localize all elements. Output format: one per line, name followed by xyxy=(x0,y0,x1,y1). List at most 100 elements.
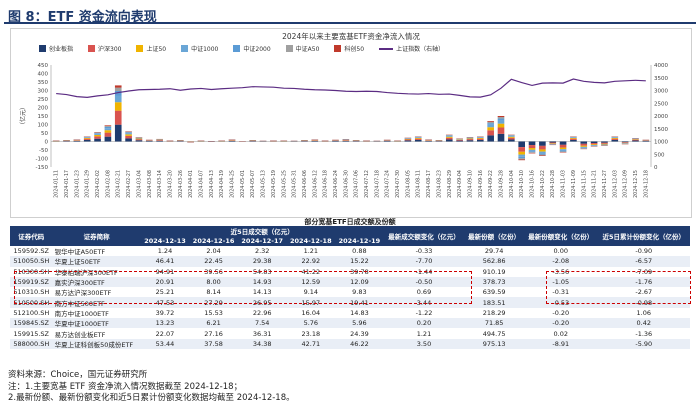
x-tick-label: 2024-04-07 xyxy=(199,170,205,198)
table-row: 159919.SZ 嘉实沪深300ETF 20.91 8.00 14.93 12.59 12… xyxy=(10,276,690,288)
table-cell: 1.06 xyxy=(636,308,652,317)
flow-bar-segment xyxy=(445,136,453,138)
table-cell: 0.42 xyxy=(597,318,690,329)
th-date: 2024-12-13 xyxy=(140,236,190,246)
table-cell: 22.96 xyxy=(252,308,272,317)
flow-bar-segment xyxy=(497,117,505,119)
flow-bar-segment xyxy=(445,137,453,140)
table-cell: 27.29 xyxy=(189,297,238,308)
x-tick-label: 2024-04-01 xyxy=(188,170,194,198)
flow-bar-segment xyxy=(518,159,525,161)
flow-bar-segment xyxy=(445,135,453,137)
flow-bar-segment xyxy=(456,139,463,141)
table-cell: 南方中证1000ETF xyxy=(54,309,109,318)
x-tick-label: 2024-09-22 xyxy=(488,170,494,198)
table-cell: 易方达沪深300ETF xyxy=(54,289,112,298)
index-line xyxy=(56,78,646,98)
table-cell: 1.21 xyxy=(303,247,319,256)
table-cell: 24.39 xyxy=(350,329,369,338)
flow-bar-segment xyxy=(487,121,494,122)
table-cell: 2.32 xyxy=(254,247,270,256)
table-cell: 20.91 xyxy=(140,276,190,288)
flow-bar-segment xyxy=(135,138,143,139)
flow-bar-segment xyxy=(549,142,557,144)
legend-swatch xyxy=(136,45,144,52)
x-tick-label: 2024-11-27 xyxy=(602,170,608,198)
table-cell: 218.29 xyxy=(482,308,506,317)
legend-swatch xyxy=(39,45,46,52)
y-tick-label-right: 0 xyxy=(654,165,658,171)
table-cell: 华夏中证1000ETF xyxy=(52,318,141,329)
flow-bar-segment xyxy=(590,141,598,144)
table-cell: 16.04 xyxy=(301,308,321,317)
table-cell: 华夏上证科创板50成份ETF xyxy=(52,338,141,349)
th-5d-share-change: 近5日累计份额变化（亿份） xyxy=(597,226,690,246)
x-tick-label: 2024-09-28 xyxy=(499,170,505,198)
legend-item: 创业板指 xyxy=(39,44,73,53)
flow-bar-segment xyxy=(539,151,546,154)
x-tick-label: 2024-04-19 xyxy=(219,170,225,198)
flow-bar-segment xyxy=(611,139,619,142)
x-tick-label: 2024-12-18 xyxy=(643,170,649,198)
title-rule xyxy=(4,22,696,24)
th-turnover-change: 最新成交额变化（亿元） xyxy=(383,226,465,246)
flow-bar-segment xyxy=(83,137,91,139)
x-tick-label: 2024-12-09 xyxy=(623,170,629,198)
highlight-box-hs300 xyxy=(14,271,472,304)
table-cell: -0.98 xyxy=(597,297,690,308)
flow-bar-segment xyxy=(632,139,639,140)
flow-bar-segment xyxy=(611,138,619,140)
flow-bar-segment xyxy=(601,144,608,145)
etf-table: 证券代码 证券简称 近5日成交额（亿元） 最新成交额变化（亿元） 最新份额（亿份… xyxy=(10,226,690,349)
flow-bar-segment xyxy=(611,137,619,139)
table-cell: 14.93 xyxy=(237,276,287,288)
flow-bar-segment xyxy=(383,140,391,142)
flow-bar-segment xyxy=(632,140,639,142)
legend-label: 科创50 xyxy=(344,46,365,53)
x-tick-label: 2024-06-24 xyxy=(333,170,339,198)
table-cell: -1.36 xyxy=(635,329,653,338)
x-tick-label: 2024-10-10 xyxy=(519,170,525,198)
legend-item: 上证指数（右轴） xyxy=(379,44,444,53)
flow-bar-segment xyxy=(445,139,453,142)
x-tick-label: 2024-09-04 xyxy=(457,170,463,198)
table-cell: 159592.SZ xyxy=(13,247,50,256)
table-cell: 3.50 xyxy=(383,338,465,349)
x-tick-label: 2024-06-06 xyxy=(302,170,308,198)
table-cell: -2.08 xyxy=(523,256,598,267)
table-cell: 易方达创业板ETF xyxy=(54,330,106,339)
table-cell: 15.53 xyxy=(204,308,223,317)
chart-title: 2024年以来主要宽基ETF资金净流入情况 xyxy=(282,32,420,41)
flow-bar-segment xyxy=(549,141,557,143)
table-cell: 36.31 xyxy=(252,329,272,338)
flow-bar-segment xyxy=(580,143,588,146)
x-tick-label: 2024-05-31 xyxy=(292,170,298,198)
flow-bar-segment xyxy=(518,151,525,155)
flow-bar-segment xyxy=(580,141,588,144)
table-cell: 6.21 xyxy=(189,318,238,329)
flow-bar-segment xyxy=(477,137,484,139)
table-cell: -0.50 xyxy=(383,276,465,288)
flow-bar-segment xyxy=(518,156,525,159)
flow-bar-segment xyxy=(497,123,505,128)
figure-title: 图 8：ETF 资金流向表现 xyxy=(8,10,157,25)
flow-bar-segment xyxy=(559,151,567,153)
flow-bar-segment xyxy=(466,137,474,139)
flow-bar-segment xyxy=(518,141,525,148)
legend-label: 沪深300 xyxy=(98,46,122,53)
flow-bar-segment xyxy=(539,149,546,152)
flow-bar-segment xyxy=(414,137,422,139)
flow-bar-segment xyxy=(156,140,163,142)
flow-bar-segment xyxy=(621,141,629,143)
flow-bar-segment xyxy=(104,126,112,129)
note-1: 注：1.主要宽基 ETF 资金净流入情况数据截至 2024-12-18； xyxy=(8,381,243,392)
flow-bar-segment xyxy=(477,137,484,138)
flow-bar-segment xyxy=(104,136,112,142)
table-cell: 5.76 xyxy=(286,318,336,329)
x-tick-label: 2024-08-23 xyxy=(436,170,442,198)
flow-bar-segment xyxy=(528,149,536,152)
table-cell: 14.13 xyxy=(252,288,272,297)
legend-swatch xyxy=(233,45,241,52)
legend-item: 科创50 xyxy=(334,44,364,53)
flow-bar-segment xyxy=(414,139,422,142)
